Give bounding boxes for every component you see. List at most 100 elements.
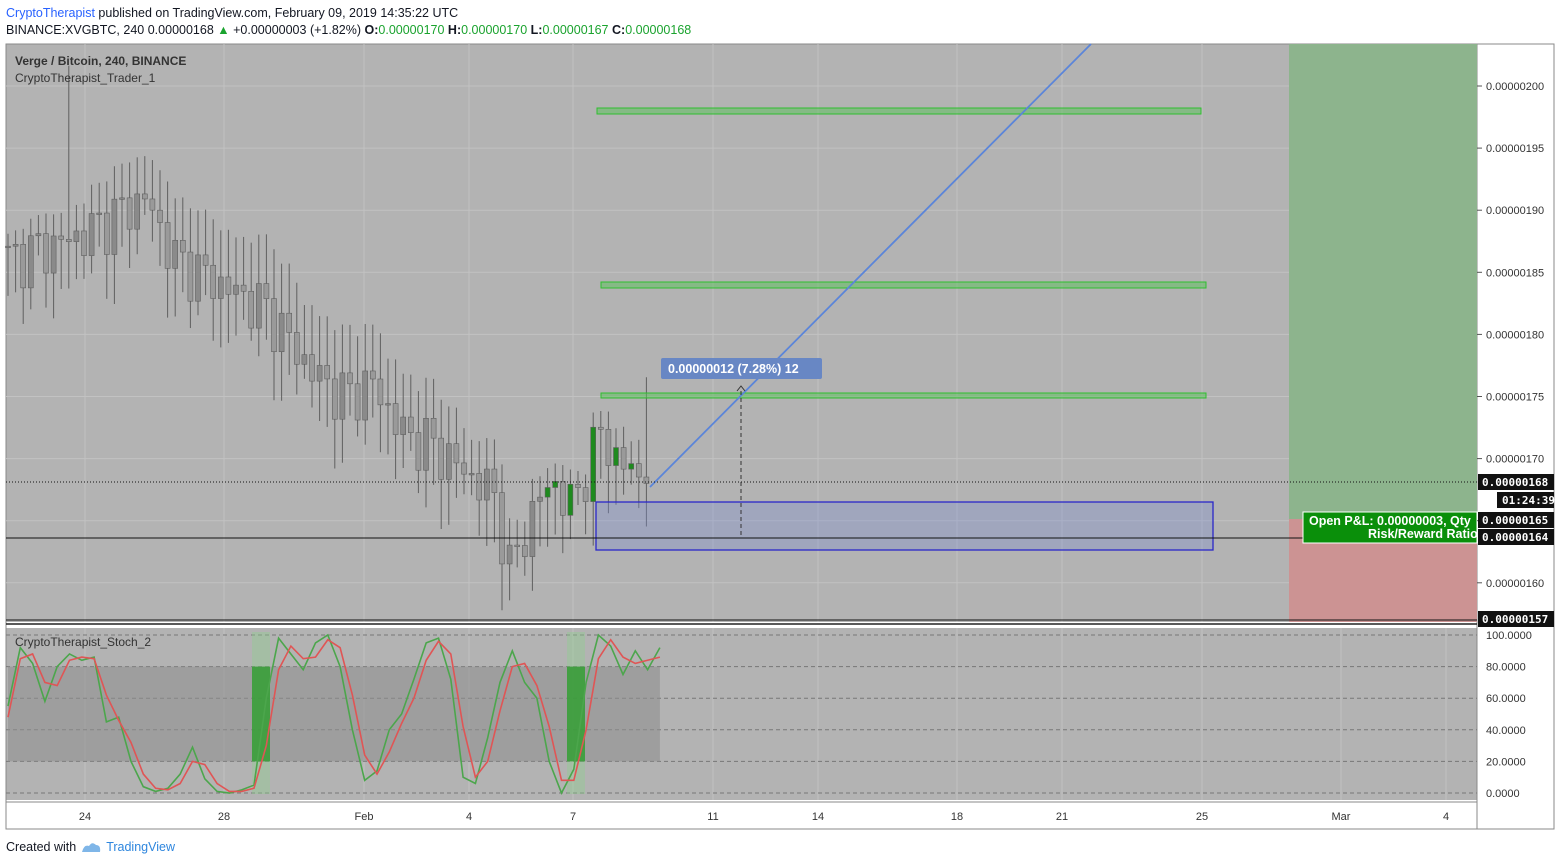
- candle-body: [202, 254, 209, 266]
- candle-body: [483, 468, 490, 501]
- candle-body: [149, 198, 156, 211]
- y-tick-label: 0.00000170: [1486, 454, 1544, 466]
- tag-pos: 0.00000165: [1482, 514, 1548, 527]
- candle-body: [187, 251, 194, 302]
- y-tick-label: 0.00000180: [1486, 329, 1544, 341]
- support-zone[interactable]: [595, 501, 1214, 551]
- candle-body: [218, 276, 224, 299]
- main-pane-title: Verge / Bitcoin, 240, BINANCE: [15, 54, 186, 68]
- measure-arrow-icon: [736, 385, 746, 392]
- candle-body: [225, 276, 232, 295]
- countdown-box: [1497, 492, 1554, 508]
- candle-body: [552, 481, 559, 488]
- y-tick-label: 0.00000185: [1486, 267, 1544, 279]
- candle-body: [423, 418, 429, 471]
- candle-body: [164, 222, 171, 269]
- measure-label-box: [661, 358, 822, 379]
- candle-body: [635, 463, 642, 478]
- candle-body: [567, 483, 574, 516]
- open-value: 0.00000170: [378, 23, 445, 37]
- tradingview-brand[interactable]: TradingView: [106, 840, 175, 854]
- candle-body: [385, 403, 391, 406]
- candle-body: [506, 544, 513, 565]
- target-line-3[interactable]: [596, 107, 1202, 115]
- tag-entry-box: [1478, 529, 1554, 545]
- candle-body: [400, 416, 407, 435]
- candle-body: [134, 193, 140, 230]
- x-tick-label: 14: [812, 811, 824, 823]
- candle-body: [142, 193, 148, 200]
- candle-body: [514, 544, 521, 547]
- low-value: 0.00000167: [542, 23, 609, 37]
- stoch-k-line: [7, 633, 661, 795]
- publish-line: CryptoTherapist published on TradingView…: [6, 5, 691, 22]
- candle-body: [628, 463, 635, 470]
- countdown: 01:24:39: [1502, 494, 1555, 507]
- candle-body: [491, 468, 498, 493]
- x-tick-label: Mar: [1332, 811, 1351, 823]
- candle-body: [81, 230, 87, 256]
- candle-body: [521, 545, 528, 557]
- price-change: +0.00000003 (+1.82%): [233, 23, 362, 37]
- stoch-signal-bar: [252, 666, 270, 762]
- candle-body: [96, 212, 102, 215]
- high-value: 0.00000170: [461, 23, 528, 37]
- stochastic-series: [6, 632, 1477, 795]
- candle-body: [5, 245, 11, 249]
- candle-body: [529, 501, 536, 557]
- stoch-indicator-label: CryptoTherapist_Stoch_2: [15, 635, 151, 649]
- candle-body: [354, 383, 361, 421]
- published-text: published on TradingView.com, February 0…: [98, 6, 459, 20]
- measure-label: 0.00000012 (7.28%) 12: [668, 362, 799, 376]
- stoch-signal-bar: [567, 666, 585, 762]
- stoch-tick-label: 0.0000: [1486, 788, 1520, 800]
- low-label: L:: [530, 23, 543, 37]
- profit-zone[interactable]: [1289, 44, 1477, 519]
- tradingview-logo-icon: [82, 843, 101, 852]
- footer: Created with TradingView: [6, 840, 175, 854]
- y-tick-label: 0.00000195: [1486, 143, 1544, 155]
- stoch-axis[interactable]: 100.0000 80.0000 60.0000 40.0000 20.0000 0.00…: [1486, 630, 1532, 800]
- candle-body: [263, 283, 270, 299]
- candle-body: [597, 426, 604, 430]
- candle-body: [35, 233, 42, 237]
- candle-body: [50, 235, 57, 274]
- chart-frame: [5, 43, 1555, 830]
- y-tick-label: 0.00000175: [1486, 392, 1544, 404]
- tag-last-box: [1478, 474, 1554, 490]
- candle-body: [309, 354, 315, 382]
- author-link[interactable]: CryptoTherapist: [6, 6, 95, 20]
- candle-body: [278, 312, 285, 353]
- candle-body: [331, 378, 338, 420]
- candle-body: [537, 496, 543, 502]
- x-tick-label: 28: [218, 811, 230, 823]
- candle-body: [392, 403, 399, 435]
- x-tick-label: 18: [951, 811, 963, 823]
- stoch-tick-label: 80.0000: [1486, 662, 1526, 674]
- candle-body: [377, 378, 384, 406]
- candle-body: [407, 416, 414, 433]
- candle-body: [362, 370, 369, 421]
- candle-body: [73, 230, 80, 242]
- candle-body: [544, 487, 551, 498]
- candle-body: [438, 437, 445, 480]
- candle-body: [180, 240, 186, 253]
- candle-body: [58, 235, 65, 240]
- stoch-tick-label: 20.0000: [1486, 756, 1526, 768]
- tag-stop: 0.00000157: [1482, 613, 1548, 626]
- candle-body: [104, 212, 110, 255]
- ohlc-line: BINANCE:XVGBTC, 240 0.00000168 ▲ +0.0000…: [6, 22, 691, 39]
- x-tick-label: Feb: [355, 811, 374, 823]
- trend-line[interactable]: [649, 43, 1092, 488]
- time-axis[interactable]: 24 28 Feb 4 7 11 14 18 21 25 Mar 4: [79, 811, 1449, 823]
- candle-body: [590, 426, 597, 502]
- candle-body: [210, 264, 216, 299]
- open-label: O:: [364, 23, 379, 37]
- target-line-1[interactable]: [600, 392, 1207, 399]
- target-line-2[interactable]: [600, 281, 1207, 289]
- candle-body: [468, 473, 475, 476]
- candle-body: [271, 298, 277, 353]
- stoch-tick-label: 100.0000: [1486, 630, 1532, 642]
- y-tick-label: 0.00000200: [1486, 81, 1544, 93]
